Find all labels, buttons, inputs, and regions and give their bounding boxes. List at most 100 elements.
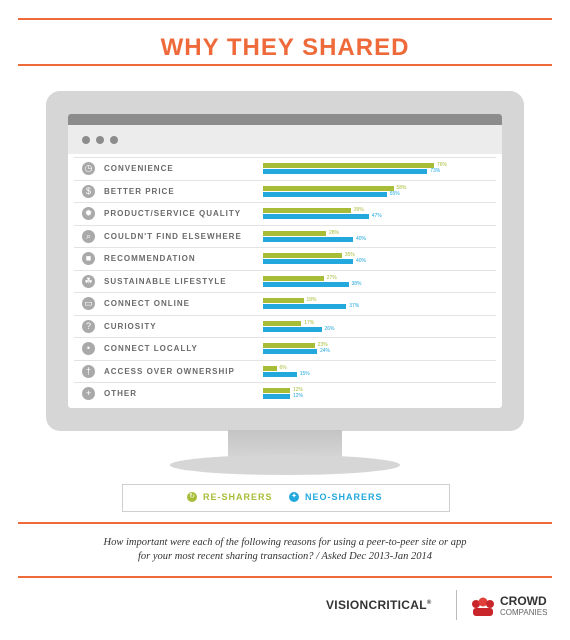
category-label: BETTER PRICE xyxy=(104,186,175,196)
bar-re-sharers xyxy=(263,388,290,393)
bar-neo-sharers xyxy=(263,371,297,377)
crowd-logo-subtext: COMPANIES xyxy=(500,608,548,617)
data-label: 28% xyxy=(329,229,340,236)
category-label: PRODUCT/SERVICE QUALITY xyxy=(104,209,242,218)
row-divider xyxy=(74,359,496,361)
legend-label: NEO-SHARERS xyxy=(305,492,383,502)
category-label: CONNECT ONLINE xyxy=(104,299,190,308)
category-label: OTHER xyxy=(104,389,137,398)
visioncritical-logo-text: VISIONCRITICAL xyxy=(326,598,427,612)
category-label: ACCESS OVER OWNERSHIP xyxy=(104,366,235,376)
footer-rule-bottom xyxy=(18,576,552,578)
bar-neo-sharers xyxy=(263,236,353,242)
bar-re-sharers xyxy=(263,275,324,281)
data-label: 39% xyxy=(353,207,364,213)
survey-question-line: for your most recent sharing transaction… xyxy=(138,551,432,562)
bar-neo-sharers xyxy=(263,349,317,354)
logo-divider xyxy=(456,590,457,620)
bar-neo-sharers xyxy=(263,169,428,174)
legend-label: RE-SHARERS xyxy=(203,492,273,502)
location-pin-icon: • xyxy=(82,342,95,355)
bar-re-sharers xyxy=(263,230,326,236)
bar-re-sharers xyxy=(263,343,315,348)
footer-rule-top xyxy=(18,522,552,524)
category-label: CONNECT LOCALLY xyxy=(104,344,198,353)
title-rule xyxy=(18,64,552,66)
recycle-icon: ↻ xyxy=(187,492,197,502)
row-divider xyxy=(74,269,496,271)
legend: ↻ RE-SHARERS ✦ NEO-SHARERS xyxy=(122,484,450,512)
row-divider xyxy=(74,179,496,181)
data-label: 40% xyxy=(356,258,367,264)
browser-title-strip xyxy=(68,114,502,125)
data-label: 76% xyxy=(437,162,448,168)
bar-re-sharers xyxy=(263,208,351,213)
data-label: 55% xyxy=(389,190,400,197)
monitor-icon: ▭ xyxy=(82,297,95,310)
data-label: 37% xyxy=(349,303,360,309)
bar-neo-sharers xyxy=(263,326,322,332)
data-label: 26% xyxy=(324,325,335,332)
data-label: 47% xyxy=(371,213,382,219)
category-label: CONVENIENCE xyxy=(104,164,174,173)
speech-bubble-icon: ■ xyxy=(82,252,95,265)
leaf-icon: ☘ xyxy=(82,274,95,288)
row-divider xyxy=(74,202,496,203)
bar-re-sharers xyxy=(263,365,277,371)
data-label: 23% xyxy=(317,342,328,348)
clock-icon: ◷ xyxy=(82,162,95,175)
row-divider xyxy=(74,292,496,293)
legend-item-re-sharers: ↻ RE-SHARERS xyxy=(187,492,273,502)
magnifier-icon: ⌕ xyxy=(82,229,95,243)
top-rule xyxy=(18,18,552,20)
star-burst-icon: ✹ xyxy=(82,207,95,220)
row-divider xyxy=(74,247,496,248)
data-label: 73% xyxy=(430,168,441,174)
crowd-logo-text: CROWD xyxy=(500,594,547,608)
data-label: 24% xyxy=(320,348,331,354)
bar-re-sharers xyxy=(263,163,434,168)
bar-re-sharers xyxy=(263,253,342,258)
crowd-companies-icon xyxy=(472,597,494,616)
new-share-icon: ✦ xyxy=(289,492,299,502)
data-label: 58% xyxy=(396,184,407,191)
bar-neo-sharers xyxy=(263,281,349,287)
survey-question-line: How important were each of the following… xyxy=(103,537,467,548)
row-divider xyxy=(74,382,496,383)
bar-neo-sharers xyxy=(263,259,353,264)
data-label: 18% xyxy=(306,297,317,303)
page-title: WHY THEY SHARED xyxy=(160,34,410,61)
bar-neo-sharers xyxy=(263,191,387,197)
monitor-screen xyxy=(68,114,502,408)
bar-neo-sharers xyxy=(263,214,369,219)
data-label: 38% xyxy=(351,280,362,287)
category-label: SUSTAINABLE LIFESTYLE xyxy=(104,276,227,286)
data-label: 12% xyxy=(293,393,304,399)
survey-question: How important were each of the following… xyxy=(40,536,530,564)
key-icon: † xyxy=(82,364,95,378)
row-divider xyxy=(74,157,496,158)
data-label: 27% xyxy=(326,274,337,281)
window-dot-icon xyxy=(96,136,104,144)
bar-neo-sharers xyxy=(263,394,290,399)
row-divider xyxy=(74,337,496,338)
question-icon: ? xyxy=(82,319,95,333)
window-dot-icon xyxy=(82,136,90,144)
visioncritical-logo: VISIONCRITICAL® xyxy=(326,598,432,612)
row-divider xyxy=(74,314,496,316)
data-label: 6% xyxy=(279,364,287,371)
plus-icon: + xyxy=(82,387,95,400)
row-divider xyxy=(74,224,496,226)
bar-re-sharers xyxy=(263,320,302,326)
bar-neo-sharers xyxy=(263,304,347,309)
bar-re-sharers xyxy=(263,185,394,191)
monitor-stand xyxy=(170,455,400,475)
category-label: COULDN'T FIND ELSEWHERE xyxy=(104,231,242,241)
data-label: 40% xyxy=(356,235,367,242)
category-label: RECOMMENDATION xyxy=(104,254,196,263)
window-dot-icon xyxy=(110,136,118,144)
data-label: 15% xyxy=(299,370,310,377)
data-label: 12% xyxy=(293,387,304,393)
category-label: CURIOSITY xyxy=(104,321,157,331)
data-label: 17% xyxy=(304,319,315,326)
